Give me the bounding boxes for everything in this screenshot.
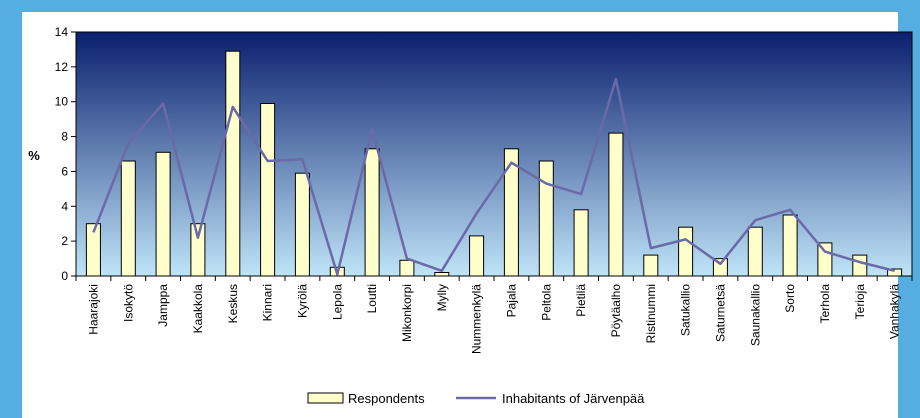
x-tick-label: Kyrölä — [295, 284, 309, 318]
legend: Respondents Inhabitants of Järvenpää — [307, 391, 645, 406]
bar-terhola — [817, 242, 833, 277]
x-tick-label: Haarajoki — [86, 284, 100, 335]
y-tick-label: 14 — [55, 25, 69, 39]
bar-keskus — [225, 50, 241, 277]
x-tick-label: Keskus — [226, 284, 240, 323]
bar-series-respondents — [85, 50, 903, 277]
x-tick-label: Saunakallio — [748, 284, 762, 346]
bar-kyrölä — [294, 172, 310, 277]
x-tick-label: Vanhakylä — [888, 284, 902, 339]
y-axis-label: % — [28, 148, 40, 163]
bar-kaakkola — [190, 223, 206, 277]
x-tick-label: Mikonkorpi — [400, 284, 414, 342]
bar-mikonkorpi — [399, 259, 415, 277]
bar-pöytäalho — [608, 132, 624, 277]
bar-kinnari — [260, 103, 276, 277]
bar-pietilä — [573, 209, 589, 277]
bar-pajala — [503, 148, 519, 277]
bar-terioja — [852, 254, 868, 277]
bar-loutti — [364, 148, 380, 277]
x-tick-label: Pöytäalho — [609, 284, 623, 338]
legend-label-inhabitants: Inhabitants of Järvenpää — [502, 391, 645, 406]
bar-mylly — [434, 272, 450, 277]
x-tick-label: Mylly — [435, 284, 449, 311]
x-tick-label: Jamppa — [156, 284, 170, 327]
y-tick-label: 4 — [61, 199, 68, 213]
x-tick-label: Kaakkola — [191, 284, 205, 334]
bar-peltola — [538, 160, 554, 277]
bar-isokytö — [120, 160, 136, 277]
x-tick-label: Kinnari — [261, 284, 275, 321]
y-tick-label: 10 — [55, 95, 69, 109]
x-tick-label: Isokytö — [121, 284, 135, 322]
x-tick-label: Saturnetsä — [713, 284, 727, 342]
x-tick-label: Peltola — [539, 284, 553, 321]
plot-area — [75, 31, 913, 277]
x-tick-label: Ristinummi — [644, 284, 658, 343]
x-tick-label: Lepola — [330, 284, 344, 320]
bar-jamppa — [155, 151, 171, 277]
x-tick-label: Loutti — [365, 284, 379, 313]
x-tick-label: Nummenkylä — [470, 284, 484, 354]
y-tick-label: 2 — [61, 234, 68, 248]
line-series-inhabitants — [92, 77, 895, 276]
axes: 0 2 4 6 8 10 12 14 Haarajoki Isokytö Jamppa Kaakkol… — [55, 25, 913, 354]
bar-haarajoki — [85, 223, 101, 277]
bar-vanhakylä — [887, 268, 903, 277]
x-tick-label: Pietilä — [574, 284, 588, 317]
y-tick-label: 6 — [61, 164, 68, 178]
bar-nummenkylä — [469, 235, 485, 277]
bar-saunakallio — [747, 226, 763, 277]
legend-label-respondents: Respondents — [348, 391, 425, 406]
x-tick-label: Satukallio — [679, 284, 693, 336]
x-tick-label: Terhola — [818, 284, 832, 324]
y-tick-label: 8 — [61, 130, 68, 144]
x-tick-label: Pajala — [504, 284, 518, 318]
y-tick-label: 12 — [55, 60, 69, 74]
bar-ristinummi — [643, 254, 659, 277]
x-tick-label: Terioja — [853, 284, 867, 320]
bar-satukallio — [678, 226, 694, 277]
bar-saturnetsä — [712, 258, 728, 277]
bar-sorto — [782, 214, 798, 277]
y-tick-label: 0 — [61, 269, 68, 283]
x-tick-label: Sorto — [783, 284, 797, 313]
legend-swatch-respondents — [307, 392, 344, 404]
